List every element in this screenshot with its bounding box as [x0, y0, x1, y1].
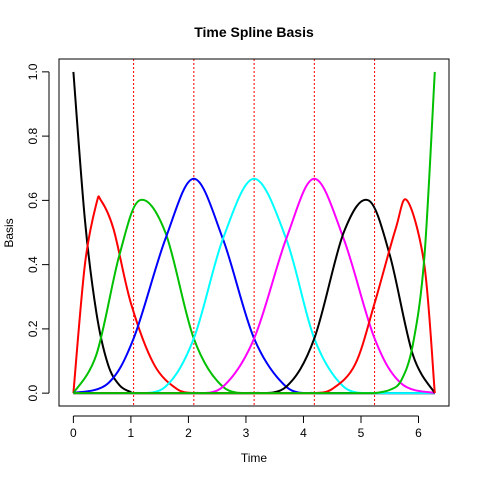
x-tick-label-5: 5 [358, 426, 365, 440]
knot-lines [133, 59, 376, 406]
y-tick-label-2: 0.4 [26, 256, 40, 273]
y-tick-label-5: 1.0 [26, 63, 40, 80]
x-tick-label-0: 0 [70, 426, 77, 440]
y-tick-label-4: 0.8 [26, 127, 40, 144]
y-tick-label-1: 0.2 [26, 320, 40, 337]
basis-curve-9 [374, 71, 436, 395]
x-tick-label-4: 4 [300, 426, 307, 440]
x-tick-label-1: 1 [128, 426, 135, 440]
x-axis-label: Time [241, 451, 268, 465]
x-axis: 0 1 2 3 4 5 6 [70, 415, 422, 440]
basis-curves [72, 71, 436, 395]
basis-curve-5 [133, 177, 375, 395]
y-axis: 0.0 0.2 0.4 0.6 0.8 1.0 [26, 63, 50, 401]
y-axis-label: Basis [2, 218, 16, 247]
basis-curve-4 [73, 177, 315, 395]
basis-curve-1 [72, 71, 134, 395]
chart-title: Time Spline Basis [194, 24, 314, 40]
basis-curve-2 [72, 195, 195, 395]
basis-curve-7 [253, 198, 436, 395]
y-tick-label-0: 0.0 [26, 384, 40, 401]
y-tick-label-3: 0.6 [26, 192, 40, 209]
basis-curve-6 [193, 177, 436, 395]
x-tick-label-6: 6 [415, 426, 422, 440]
basis-curve-3 [72, 198, 255, 395]
x-tick-label-2: 2 [185, 426, 192, 440]
plot-area [58, 58, 450, 407]
x-tick-label-3: 3 [243, 426, 250, 440]
